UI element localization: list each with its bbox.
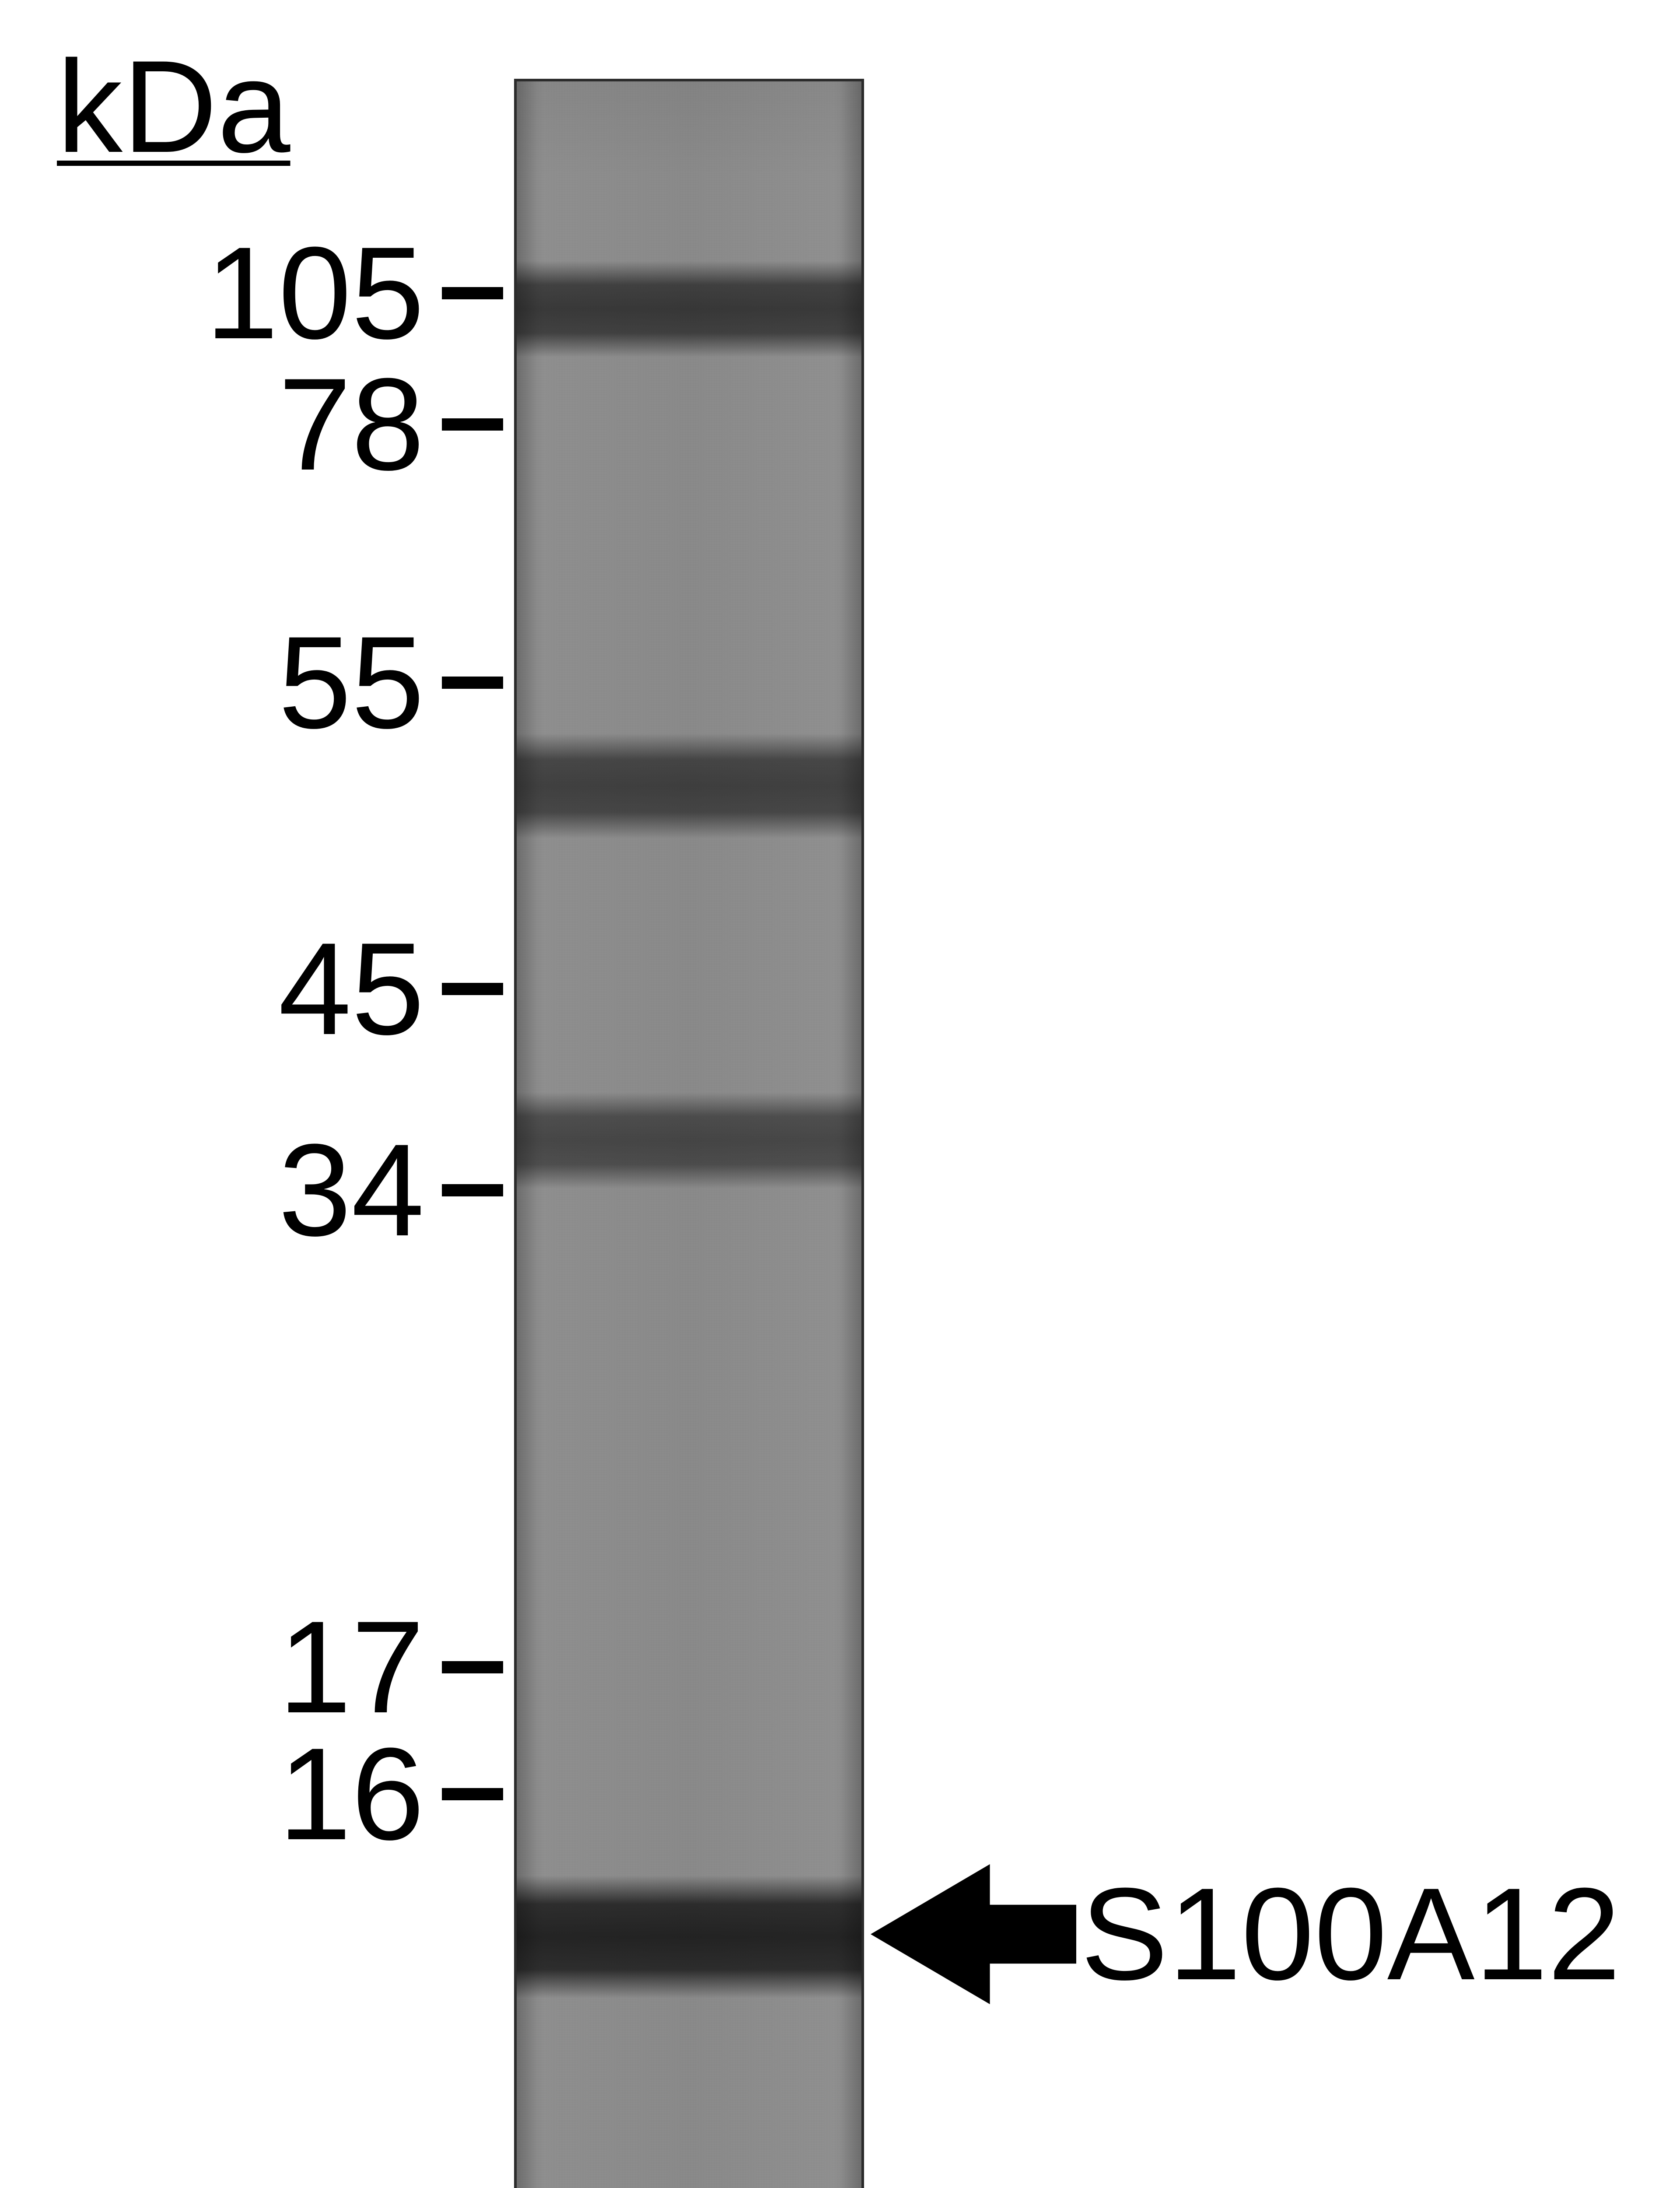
mw-marker-label: 105	[205, 217, 424, 368]
mw-marker-tick	[442, 1661, 503, 1673]
axis-title-kda: kDa	[57, 31, 290, 182]
mw-marker-label: 55	[278, 607, 424, 758]
mw-marker-tick	[442, 677, 503, 689]
blot-band	[517, 261, 861, 357]
blot-band	[517, 1092, 861, 1189]
blot-lane	[514, 79, 864, 2188]
target-label-s100a12: S100A12	[1081, 1858, 1620, 2009]
blot-band	[517, 1876, 861, 1998]
mw-marker-tick	[442, 287, 503, 299]
mw-marker-label: 34	[278, 1114, 424, 1266]
mw-marker-tick	[442, 1184, 503, 1196]
mw-marker-tick	[442, 418, 503, 431]
figure-root: kDa S100A12 1057855453417167	[0, 0, 1680, 2188]
mw-marker-tick	[442, 983, 503, 995]
blot-band	[517, 733, 861, 838]
mw-marker-label: 45	[278, 913, 424, 1064]
mw-marker-label: 16	[278, 1718, 424, 1869]
mw-marker-label: 78	[278, 348, 424, 500]
target-arrow	[871, 1864, 1076, 2004]
mw-marker-tick	[442, 1788, 503, 1800]
